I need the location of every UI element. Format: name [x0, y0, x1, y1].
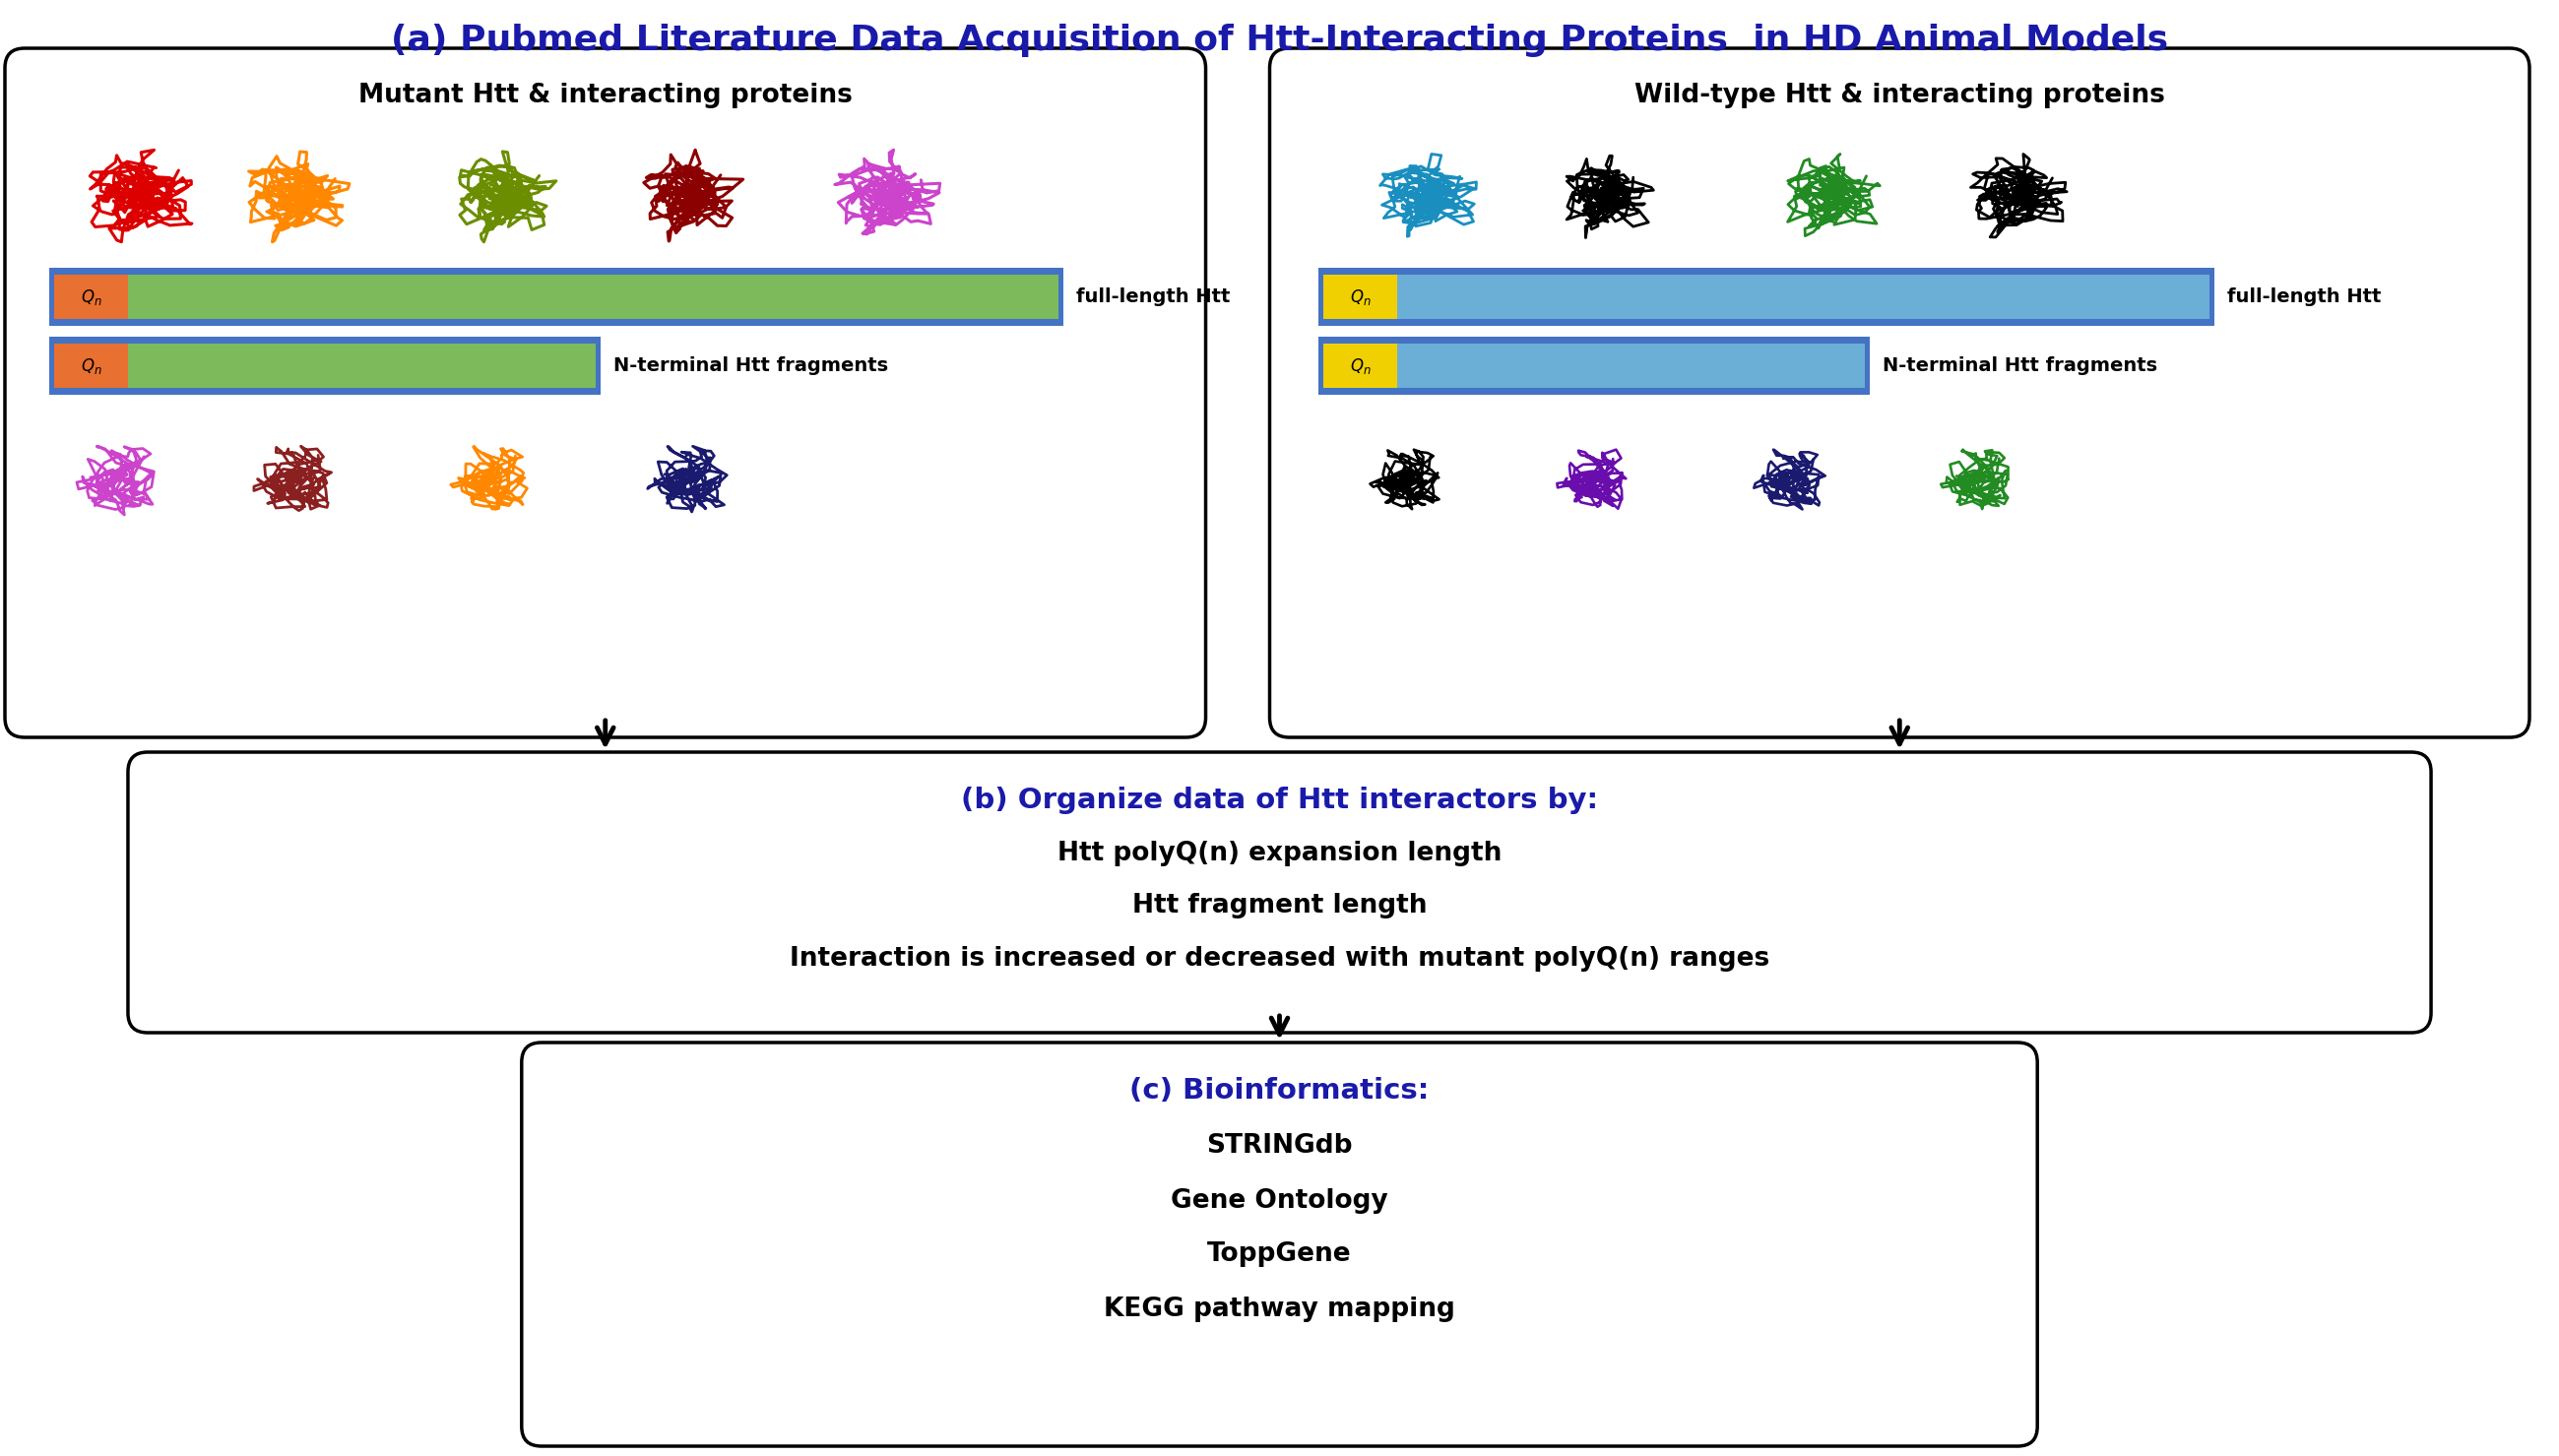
FancyBboxPatch shape	[128, 753, 2431, 1032]
FancyBboxPatch shape	[1323, 344, 1866, 387]
Text: Mutant Htt & interacting proteins: Mutant Htt & interacting proteins	[358, 83, 852, 108]
FancyBboxPatch shape	[1323, 275, 1397, 319]
Text: KEGG pathway mapping: KEGG pathway mapping	[1103, 1296, 1456, 1322]
Text: full-length Htt: full-length Htt	[1075, 287, 1231, 306]
Text: Interaction is increased or decreased with mutant polyQ(n) ranges: Interaction is increased or decreased wi…	[791, 946, 1768, 971]
FancyBboxPatch shape	[1318, 268, 2214, 326]
Text: N-terminal Htt fragments: N-terminal Htt fragments	[614, 357, 888, 376]
Text: $Q_n$: $Q_n$	[1351, 287, 1372, 307]
Text: $Q_n$: $Q_n$	[1351, 355, 1372, 376]
Text: $Q_n$: $Q_n$	[79, 355, 102, 376]
FancyBboxPatch shape	[54, 275, 1057, 319]
FancyBboxPatch shape	[1318, 336, 1871, 395]
Text: Htt polyQ(n) expansion length: Htt polyQ(n) expansion length	[1057, 840, 1502, 866]
FancyBboxPatch shape	[1323, 275, 2208, 319]
FancyBboxPatch shape	[5, 48, 1205, 737]
FancyBboxPatch shape	[54, 344, 128, 387]
Text: (b) Organize data of Htt interactors by:: (b) Organize data of Htt interactors by:	[962, 786, 1597, 814]
Text: Gene Ontology: Gene Ontology	[1172, 1188, 1387, 1214]
Text: $Q_n$: $Q_n$	[79, 287, 102, 307]
Text: STRINGdb: STRINGdb	[1205, 1133, 1354, 1159]
FancyBboxPatch shape	[49, 336, 601, 395]
FancyBboxPatch shape	[522, 1042, 2037, 1446]
FancyBboxPatch shape	[54, 344, 596, 387]
Text: N-terminal Htt fragments: N-terminal Htt fragments	[1883, 357, 2157, 376]
FancyBboxPatch shape	[54, 275, 128, 319]
FancyBboxPatch shape	[49, 268, 1062, 326]
Text: Htt fragment length: Htt fragment length	[1131, 893, 1428, 919]
Text: (a) Pubmed Literature Data Acquisition of Htt-Interacting Proteins  in HD Animal: (a) Pubmed Literature Data Acquisition o…	[392, 23, 2167, 57]
Text: full-length Htt: full-length Htt	[2226, 287, 2382, 306]
Text: Wild-type Htt & interacting proteins: Wild-type Htt & interacting proteins	[1635, 83, 2165, 108]
FancyBboxPatch shape	[1269, 48, 2528, 737]
Text: ToppGene: ToppGene	[1208, 1242, 1351, 1267]
FancyBboxPatch shape	[1323, 344, 1397, 387]
Text: (c) Bioinformatics:: (c) Bioinformatics:	[1129, 1077, 1430, 1105]
